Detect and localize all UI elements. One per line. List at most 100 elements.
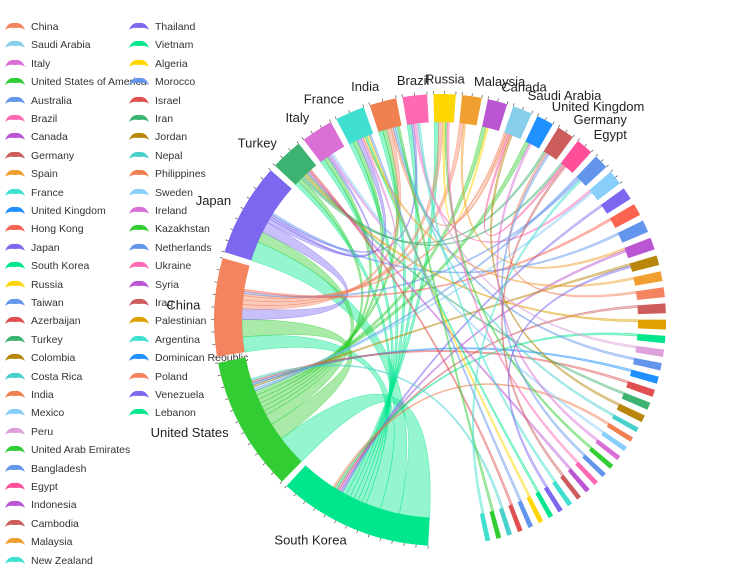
legend-item-egypt[interactable]: Egypt [4, 478, 58, 496]
legend-item-nepal[interactable]: Nepal [128, 147, 182, 165]
chord-link-turkey-egypt[interactable] [302, 162, 563, 246]
chord-arc-egypt[interactable] [560, 140, 592, 173]
chord-arc-india[interactable] [369, 98, 402, 132]
legend-item-mexico[interactable]: Mexico [4, 404, 64, 422]
chord-arc-canada[interactable] [482, 99, 508, 131]
chord-arc-sweden[interactable] [601, 431, 627, 452]
legend-item-italy[interactable]: Italy [4, 55, 50, 73]
legend-item-ireland[interactable]: Ireland [128, 202, 187, 220]
chord-arc-iraq[interactable] [560, 474, 582, 500]
chord-link-australia-china[interactable] [243, 177, 581, 298]
chord-arc-israel[interactable] [626, 381, 655, 397]
chord-arc-peru[interactable] [635, 345, 665, 357]
chord-arc-kazakhstan[interactable] [588, 447, 614, 469]
chord-link-kazakhstan-russia[interactable] [444, 121, 593, 450]
legend-item-turkey[interactable]: Turkey [4, 331, 63, 349]
chord-arc-germany[interactable] [543, 127, 573, 160]
chord-link-united-arab-emirates-india[interactable] [396, 125, 495, 512]
legend-item-china[interactable]: China [4, 18, 58, 36]
chord-arc-palestinian[interactable] [637, 319, 666, 330]
legend-item-syria[interactable]: Syria [128, 276, 179, 294]
chord-arc-poland[interactable] [635, 287, 665, 300]
chord-arc-taiwan[interactable] [617, 220, 649, 243]
legend-item-canada[interactable]: Canada [4, 128, 68, 146]
legend-item-south-korea[interactable]: South Korea [4, 257, 89, 275]
legend-item-iran[interactable]: Iran [128, 110, 173, 128]
chord-link-syria-turkey[interactable] [307, 170, 572, 471]
legend-item-hong-kong[interactable]: Hong Kong [4, 220, 84, 238]
legend-item-taiwan[interactable]: Taiwan [4, 294, 64, 312]
chord-arc-ukraine[interactable] [575, 461, 598, 486]
chord-link-philippines-south-korea[interactable] [332, 383, 610, 489]
legend-item-sweden[interactable]: Sweden [128, 184, 193, 202]
chord-arc-algeria[interactable] [526, 496, 544, 524]
legend-item-palestinian[interactable]: Palestinian [128, 312, 206, 330]
chord-arc-turkey[interactable] [274, 143, 317, 185]
chord-arc-netherlands[interactable] [582, 454, 606, 478]
chord-arc-united-kingdom[interactable] [525, 116, 553, 149]
legend-item-philippines[interactable]: Philippines [128, 165, 206, 183]
chord-link-south-korea-turkey[interactable] [294, 181, 392, 505]
legend-item-lebanon[interactable]: Lebanon [128, 404, 196, 422]
legend-item-venezuela[interactable]: Venezuela [128, 386, 204, 404]
chord-link-china-saudi-arabia[interactable] [243, 132, 507, 299]
chord-link-israel-united-states[interactable] [251, 350, 629, 384]
chord-arc-france[interactable] [336, 107, 374, 145]
chord-arc-nepal[interactable] [611, 414, 639, 433]
legend-item-cambodia[interactable]: Cambodia [4, 515, 79, 533]
legend-item-australia[interactable]: Australia [4, 92, 72, 110]
chord-arc-dominican-reoublic[interactable] [629, 369, 659, 384]
legend-item-saudi-arabia[interactable]: Saudi Arabia [4, 36, 91, 54]
chord-arc-united-states[interactable] [218, 357, 302, 482]
chord-arc-china[interactable] [213, 258, 250, 357]
chord-arc-thailand[interactable] [600, 188, 631, 214]
chord-arc-brazil[interactable] [402, 94, 429, 125]
chord-arc-jordan[interactable] [616, 403, 645, 423]
legend-item-poland[interactable]: Poland [128, 368, 188, 386]
chord-arc-mexico[interactable] [589, 171, 620, 201]
legend-item-bangladesh[interactable]: Bangladesh [4, 460, 86, 478]
chord-link-jordan-saudi-arabia[interactable] [490, 134, 620, 407]
legend-item-spain[interactable]: Spain [4, 165, 58, 183]
chord-arc-indonesia[interactable] [624, 237, 655, 259]
chord-link-south-korea-india[interactable] [349, 130, 406, 499]
chord-arc-hong-kong[interactable] [609, 204, 641, 228]
legend-item-russia[interactable]: Russia [4, 276, 63, 294]
chord-arc-argentina[interactable] [552, 480, 573, 507]
legend-item-netherlands[interactable]: Netherlands [128, 239, 212, 257]
chord-link-iraq-egypt[interactable] [501, 165, 567, 477]
legend-item-new-zealand[interactable]: New Zealand [4, 552, 93, 570]
legend-item-morocco[interactable]: Morocco [128, 73, 195, 91]
legend-item-costa-rica[interactable]: Costa Rica [4, 368, 82, 386]
chord-arc-new-zealand[interactable] [479, 513, 491, 542]
chord-arc-morocco[interactable] [517, 500, 534, 528]
chord-arc-italy[interactable] [303, 122, 345, 163]
legend-item-algeria[interactable]: Algeria [128, 55, 188, 73]
legend-item-azerbaijan[interactable]: Azerbaijan [4, 312, 81, 330]
chord-arc-venezuela[interactable] [543, 486, 563, 513]
legend-item-thailand[interactable]: Thailand [128, 18, 195, 36]
chord-arc-ireland[interactable] [595, 439, 621, 461]
legend-item-colombia[interactable]: Colombia [4, 349, 75, 367]
legend-item-israel[interactable]: Israel [128, 92, 181, 110]
legend-item-indonesia[interactable]: Indonesia [4, 496, 77, 514]
legend-item-france[interactable]: France [4, 184, 64, 202]
legend-item-india[interactable]: India [4, 386, 54, 404]
chord-arc-vietnam[interactable] [636, 333, 666, 344]
chord-link-spain-france[interactable] [362, 136, 635, 288]
legend-item-germany[interactable]: Germany [4, 147, 74, 165]
chord-arc-syria[interactable] [567, 468, 590, 493]
chord-arc-japan[interactable] [224, 170, 292, 261]
legend-item-united-states-of-america[interactable]: United States of America [4, 73, 147, 91]
chord-link-netherlands-germany[interactable] [501, 153, 586, 457]
legend-item-jordan[interactable]: Jordan [128, 128, 187, 146]
legend-item-united-arab-emirates[interactable]: United Arab Emirates [4, 441, 130, 459]
legend-item-ukraine[interactable]: Ukraine [128, 257, 191, 275]
legend-item-malaysia[interactable]: Malaysia [4, 533, 72, 551]
chord-arc-lebanon[interactable] [535, 491, 554, 519]
chord-link-argentina-brazil[interactable] [417, 122, 557, 483]
legend-item-argentina[interactable]: Argentina [128, 331, 200, 349]
chord-arc-russia[interactable] [433, 94, 456, 123]
chord-arc-costa-rica[interactable] [498, 507, 513, 536]
legend-item-united-kingdom[interactable]: United Kingdom [4, 202, 106, 220]
